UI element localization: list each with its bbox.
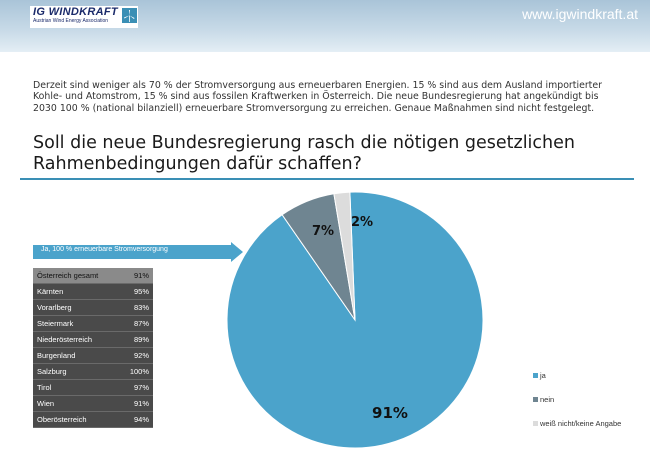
- region-name: Österreich gesamt: [37, 271, 99, 280]
- divider: [20, 178, 634, 180]
- region-value: 94%: [133, 415, 149, 424]
- logo-subtitle: Austrian Wind Energy Association: [33, 18, 109, 24]
- region-value: 95%: [133, 287, 149, 296]
- legend-swatch: [533, 373, 538, 378]
- legend-label: nein: [540, 395, 554, 404]
- region-row: Niederösterreich 89%: [33, 332, 153, 348]
- legend-label: ja: [539, 371, 547, 380]
- region-row: Steiermark 87%: [33, 316, 153, 332]
- region-row: Vorarlberg 83%: [33, 300, 153, 316]
- region-value: 83%: [133, 303, 149, 312]
- wind-turbine-icon: [122, 8, 137, 23]
- region-row: Tirol 97%: [33, 380, 153, 396]
- region-value: 92%: [133, 351, 149, 360]
- survey-question: Soll die neue Bundesregierung rasch die …: [33, 133, 575, 174]
- region-name: Vorarlberg: [37, 303, 72, 312]
- region-name: Kärnten: [37, 287, 64, 296]
- region-value: 91%: [133, 399, 149, 408]
- region-value: 91%: [133, 271, 149, 280]
- callout-label: Ja, 100 % erneuerbare Stromversorgung: [41, 246, 168, 253]
- region-name: Steiermark: [37, 319, 74, 328]
- region-row: Österreich gesamt 91%: [33, 268, 153, 284]
- slice-label: 91%: [372, 404, 408, 422]
- region-row: Kärnten 95%: [33, 284, 153, 300]
- region-value: 97%: [133, 383, 149, 392]
- slice-label: 7%: [312, 224, 334, 239]
- region-name: Oberösterreich: [37, 415, 87, 424]
- pie-slice-weiß: [333, 191, 356, 321]
- region-value: 87%: [133, 319, 149, 328]
- header-bar: IG WINDKRAFT Austrian Wind Energy Associ…: [0, 0, 650, 52]
- region-name: Burgenland: [37, 351, 76, 360]
- slice-label: 2%: [351, 215, 373, 230]
- region-row: Oberösterreich 94%: [33, 412, 153, 428]
- region-row: Burgenland 92%: [33, 348, 153, 364]
- region-name: Tirol: [37, 383, 52, 392]
- region-value: 100%: [129, 367, 149, 376]
- region-value: 89%: [133, 335, 149, 344]
- logo: IG WINDKRAFT Austrian Wind Energy Associ…: [30, 6, 138, 28]
- region-name: Wien: [37, 399, 55, 408]
- region-table: Österreich gesamt 91% Kärnten 95% Vorarlberg…: [33, 268, 153, 428]
- region-name: Salzburg: [37, 367, 67, 376]
- website-url[interactable]: www.igwindkraft.at: [522, 6, 638, 22]
- legend-swatch: [533, 397, 538, 402]
- legend-label: weiß nicht/keine Angabe: [539, 419, 621, 428]
- intro-text: Derzeit sind weniger als 70 % der Stromv…: [33, 80, 602, 114]
- callout-arrow: Ja, 100 % erneuerbare Stromversorgung: [33, 242, 243, 262]
- region-row: Wien 91%: [33, 396, 153, 412]
- arrow-shape: [33, 242, 243, 262]
- region-row: Salzburg 100%: [33, 364, 153, 380]
- region-name: Niederösterreich: [37, 335, 93, 344]
- legend-swatch: [533, 421, 538, 426]
- logo-title: IG WINDKRAFT: [33, 6, 118, 18]
